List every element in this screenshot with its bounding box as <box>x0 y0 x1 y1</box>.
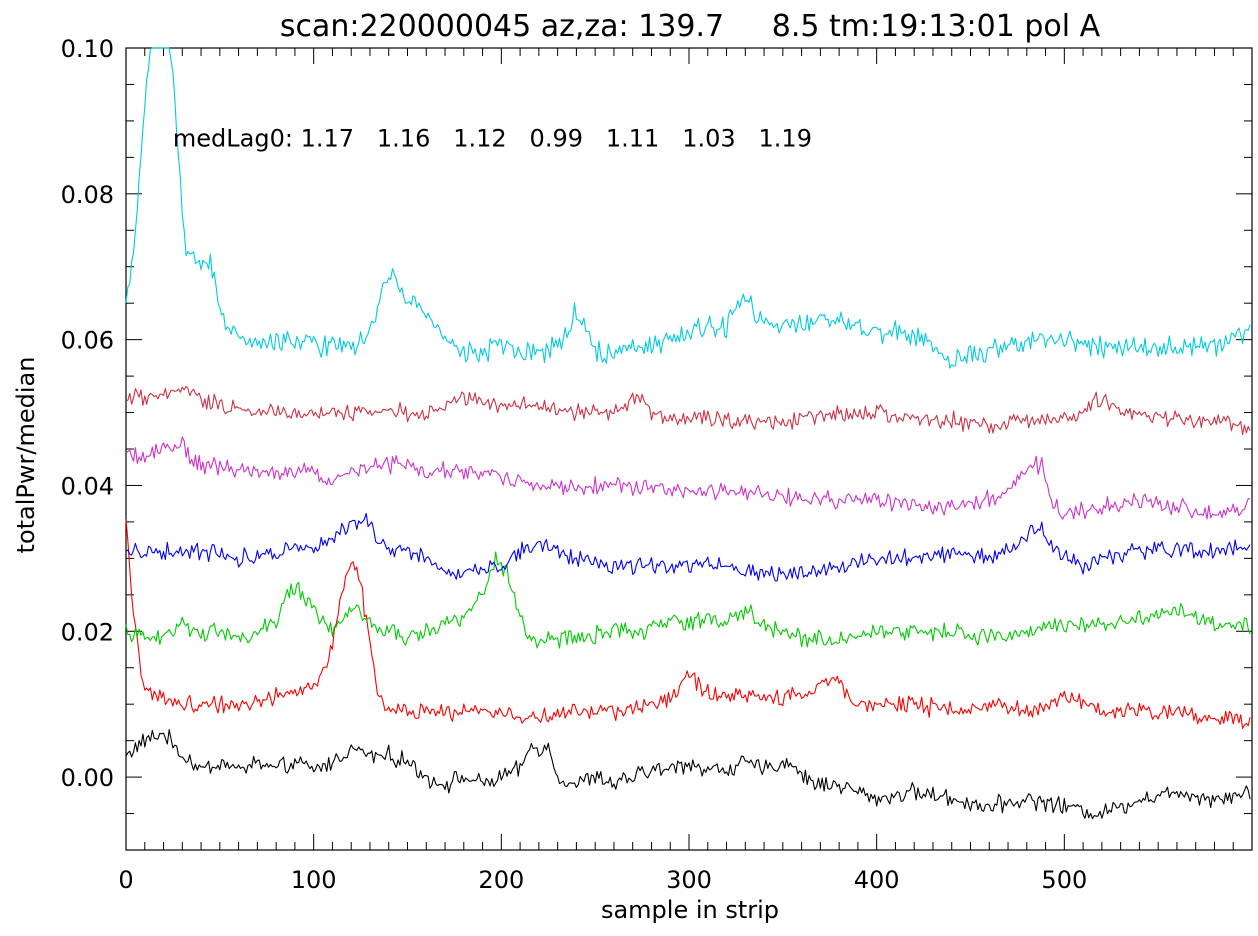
plot-border <box>125 47 1253 851</box>
series-line <box>125 518 1251 729</box>
axis-ticks: 0 100 200 300 400 500 0.00 0.02 0.04 0.06 0.08 0.10 <box>61 35 1252 894</box>
series-group <box>125 47 1251 820</box>
series-line <box>125 512 1251 582</box>
y-tick-label: 0.00 <box>61 764 114 792</box>
series-line <box>125 436 1251 520</box>
x-tick-label: 400 <box>854 866 900 894</box>
medlag0-annotation: medLag0: 1.17 1.16 1.12 0.99 1.11 1.03 1… <box>173 124 812 152</box>
x-tick-label: 500 <box>1041 866 1087 894</box>
series-line <box>125 385 1251 436</box>
series-line <box>125 729 1251 820</box>
plot-frame <box>125 47 1253 851</box>
y-tick-label: 0.08 <box>61 181 114 209</box>
x-tick-label: 200 <box>478 866 524 894</box>
series-line <box>125 551 1251 649</box>
x-axis-label: sample in strip <box>601 896 779 924</box>
x-tick-label: 300 <box>666 866 712 894</box>
y-axis-label: totalPwr/median <box>12 357 40 554</box>
y-tick-label: 0.06 <box>61 327 114 355</box>
y-tick-label: 0.04 <box>61 472 114 500</box>
y-tick-label: 0.10 <box>61 35 114 63</box>
x-tick-label: 0 <box>118 866 133 894</box>
y-tick-label: 0.02 <box>61 618 114 646</box>
chart-title: scan:220000045 az,za: 139.7 8.5 tm:19:13… <box>280 9 1101 44</box>
x-tick-label: 100 <box>291 866 337 894</box>
series-line <box>125 47 1251 369</box>
